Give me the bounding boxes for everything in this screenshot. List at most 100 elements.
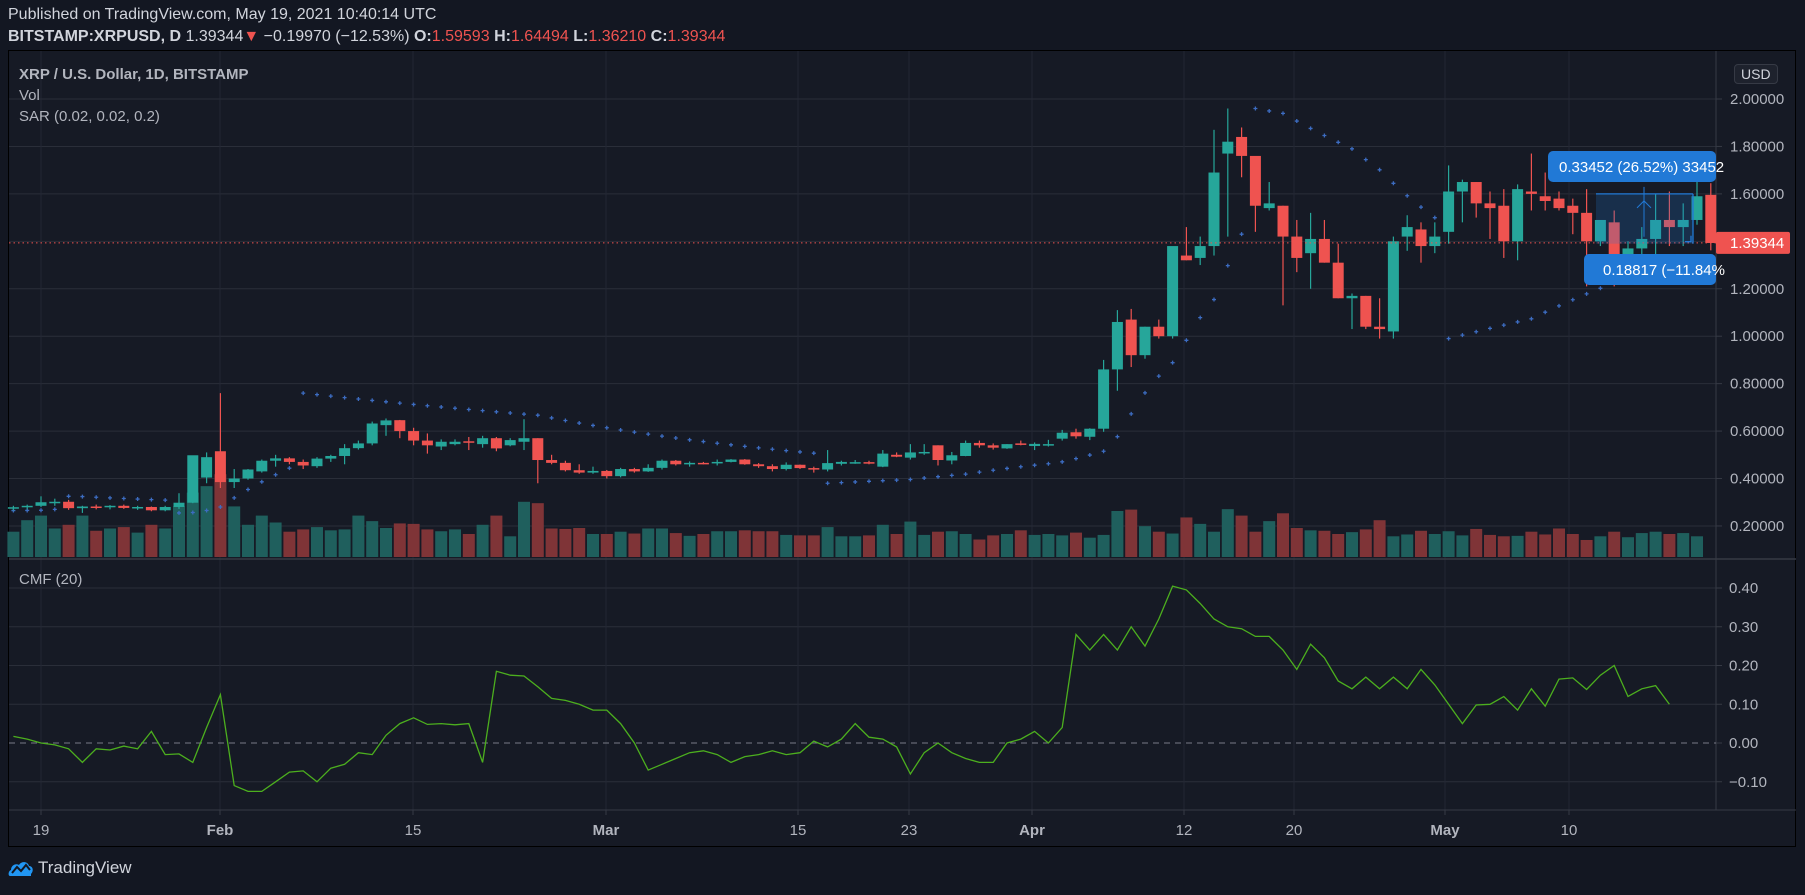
volume-bar (435, 531, 448, 557)
sar-dot (94, 495, 99, 500)
volume-bar (269, 522, 282, 557)
volume-bar (1677, 533, 1690, 557)
sar-dot (425, 403, 430, 408)
candle (1456, 179, 1468, 223)
candle (670, 460, 682, 466)
close-label: C: (650, 28, 668, 45)
volume-bar (48, 528, 61, 557)
volume-bar (545, 528, 558, 557)
volume-bar (35, 515, 47, 557)
price-axis-label: 2.00000 (1730, 91, 1784, 108)
measure-down-label[interactable]: 0.18817 (−11.84% (1584, 254, 1725, 285)
volume-bar (1566, 534, 1579, 557)
candle (1663, 191, 1675, 247)
sar-dot (1308, 126, 1313, 131)
volume-bar (890, 534, 903, 557)
volume-bar (297, 529, 310, 557)
currency-button[interactable]: USD (1734, 64, 1778, 84)
candle (76, 505, 88, 513)
volume-bar (131, 532, 144, 557)
volume-bar (117, 527, 130, 557)
sar-dot (936, 474, 940, 479)
volume-legend[interactable]: Vol (19, 87, 40, 104)
candle (1401, 215, 1413, 251)
sar-dot (770, 447, 775, 452)
sar-dot (1239, 232, 1244, 237)
candle (559, 460, 571, 472)
cmf-axis-label: −0.10 (1729, 774, 1767, 791)
sar-dot (1170, 360, 1175, 365)
sar-dot (1488, 326, 1492, 331)
measure-up-label[interactable]: 0.33452 (26.52%) 33452 (1548, 151, 1724, 182)
sar-dot (1212, 297, 1216, 302)
sar-dot (701, 439, 706, 444)
sar-dot (149, 497, 154, 502)
time-axis-label: 10 (1561, 822, 1578, 839)
candle (1498, 189, 1510, 258)
sar-dot (742, 444, 747, 449)
tradingview-logo-icon (8, 862, 33, 876)
volume-bar (1028, 534, 1041, 557)
candle (697, 461, 709, 465)
sar-dot (522, 412, 526, 417)
sar-dot (1501, 323, 1506, 328)
volume-bar (1001, 534, 1013, 557)
svg-text:0.18817 (−11.84%: 0.18817 (−11.84% (1603, 262, 1725, 279)
candle (794, 464, 806, 470)
last-price-badge: 1.39344 (1716, 231, 1790, 254)
volume-bar (559, 528, 572, 557)
volume-bar (1304, 530, 1317, 557)
volume-bar (683, 535, 696, 557)
measure-down-arrow-icon (1685, 235, 1692, 243)
sar-dot (1005, 466, 1009, 471)
volume-bar (531, 503, 544, 557)
sar-dot (1046, 461, 1051, 466)
symbol-label[interactable]: BITSTAMP:XRPUSD, D (8, 28, 182, 45)
volume-bar (1401, 534, 1414, 557)
cmf-legend[interactable]: CMF (20) (19, 571, 83, 588)
volume-bar (1042, 534, 1055, 557)
volume-bar (462, 534, 475, 557)
candle (90, 504, 102, 510)
sar-dot (715, 441, 720, 446)
candle (1705, 183, 1717, 251)
volume-bar (959, 534, 972, 557)
price-axis-label: 1.60000 (1730, 186, 1784, 203)
candle (739, 459, 751, 465)
high-label: H: (494, 28, 511, 45)
volume-bar (1125, 509, 1138, 557)
price-axis-label: 0.40000 (1730, 471, 1784, 488)
volume-bar (1180, 517, 1193, 557)
candle (1594, 219, 1606, 247)
sar-dot (1570, 297, 1575, 302)
sar-dot (1101, 449, 1106, 454)
sar-dot (1253, 106, 1258, 111)
sar-dot (839, 480, 844, 485)
volume-bar (393, 523, 406, 557)
volume-bar (628, 533, 641, 557)
sar-legend[interactable]: SAR (0.02, 0.02, 0.2) (19, 108, 160, 125)
candle (408, 427, 420, 446)
sar-dot (632, 430, 637, 435)
sar-dot (1322, 133, 1327, 138)
volume-bar (587, 534, 599, 557)
sar-dot (259, 479, 264, 484)
volume-bar (766, 531, 779, 557)
volume-bar (642, 528, 655, 557)
volume-bar (1484, 534, 1496, 557)
candle (835, 460, 847, 466)
sar-dot (811, 451, 816, 456)
series-title[interactable]: XRP / U.S. Dollar, 1D, BITSTAMP (19, 66, 249, 83)
candle (1249, 155, 1261, 232)
volume-bar (711, 531, 724, 557)
volume-bar (973, 539, 986, 557)
sar-dot (894, 478, 899, 483)
candle (1567, 198, 1579, 235)
volume-bar (1539, 534, 1552, 557)
chart-frame[interactable] (8, 50, 1796, 847)
volume-bar (1580, 539, 1593, 557)
price-axis-label: 1.80000 (1730, 138, 1784, 155)
sar-dot (508, 410, 513, 415)
candle (1167, 246, 1179, 339)
